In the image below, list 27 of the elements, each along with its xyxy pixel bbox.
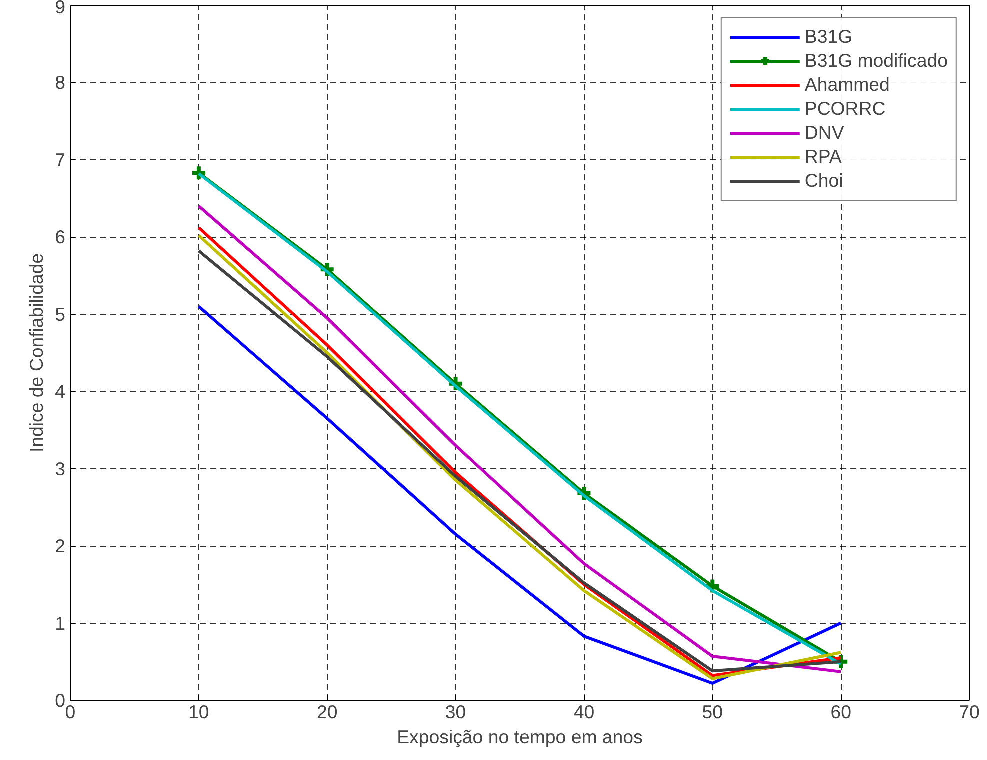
legend-label: B31G modificado bbox=[804, 50, 948, 72]
x-tick-label: 70 bbox=[959, 702, 980, 722]
x-tick-label: 20 bbox=[316, 702, 338, 722]
y-tick-label: 5 bbox=[55, 304, 66, 325]
x-tick-label: 40 bbox=[574, 702, 595, 722]
x-axis-title: Exposição no tempo em anos bbox=[397, 726, 643, 748]
point bbox=[190, 164, 208, 182]
legend-label: B31G bbox=[804, 26, 853, 48]
legend-label: PCORRC bbox=[804, 98, 886, 120]
y-tick-label: 9 bbox=[55, 0, 66, 18]
legend-label: Choi bbox=[804, 170, 844, 192]
legend-label: RPA bbox=[804, 146, 842, 168]
y-tick-label: 1 bbox=[55, 612, 66, 634]
line-series bbox=[197, 305, 843, 686]
y-tick-label: 7 bbox=[55, 149, 66, 170]
y-axis-title: Indice de Confiabilidade bbox=[26, 253, 48, 453]
legend-label: Ahammed bbox=[804, 74, 890, 96]
y-tick-label: 6 bbox=[55, 226, 66, 248]
y-tick-label: 8 bbox=[55, 72, 66, 94]
y-tick-label: 4 bbox=[55, 381, 66, 402]
y-tick-label: 3 bbox=[55, 458, 66, 480]
x-tick-label: 50 bbox=[702, 702, 724, 722]
x-tick-label: 10 bbox=[188, 702, 210, 722]
x-tick-label: 30 bbox=[445, 702, 466, 722]
legend-label: DNV bbox=[804, 122, 844, 144]
y-tick-label: 2 bbox=[55, 536, 66, 557]
x-tick-label: 60 bbox=[830, 702, 852, 722]
